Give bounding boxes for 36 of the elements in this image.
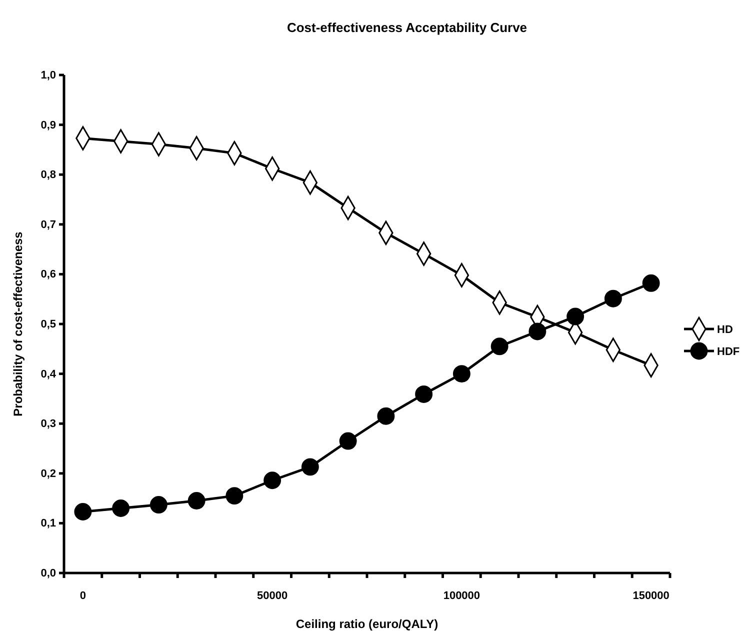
y-tick-label: 0,3	[40, 418, 56, 430]
point	[112, 500, 130, 517]
x-tick-label: 100000	[443, 590, 480, 602]
y-axis-title: Probability of cost-effectiveness	[11, 231, 25, 416]
point	[226, 487, 244, 505]
y-tick-label: 0,4	[40, 368, 57, 380]
point	[566, 308, 584, 326]
point	[528, 322, 546, 340]
point	[604, 290, 622, 308]
point	[264, 472, 282, 490]
legend-label: HDF	[717, 346, 740, 358]
x-tick-label: 0	[80, 590, 86, 602]
y-tick-label: 0,0	[40, 568, 56, 580]
point	[188, 492, 206, 510]
point	[415, 386, 433, 403]
y-tick-label: 0,9	[40, 119, 56, 132]
point	[452, 365, 470, 383]
x-tick-label: 150000	[632, 590, 670, 602]
point	[74, 503, 92, 520]
y-tick-label: 0,2	[40, 468, 56, 480]
point	[377, 407, 395, 425]
chart-title: Cost-effectiveness Acceptability Curve	[286, 20, 528, 35]
y-tick-label: 1,0	[40, 70, 56, 82]
y-tick-label: 0,8	[40, 169, 56, 182]
y-tick-label: 0,1	[40, 518, 56, 530]
y-tick-label: 0,6	[40, 268, 56, 281]
x-axis-title: Ceiling ratio (euro/QALY)	[296, 617, 438, 631]
point	[301, 458, 319, 476]
point	[642, 274, 660, 292]
point	[150, 496, 168, 514]
legend-label: HD	[717, 324, 733, 336]
x-tick-label: 50000	[257, 590, 288, 602]
y-tick-label: 0,5	[40, 318, 56, 331]
y-tick-label: 0,7	[40, 218, 56, 231]
point	[339, 432, 357, 450]
point	[490, 338, 508, 356]
